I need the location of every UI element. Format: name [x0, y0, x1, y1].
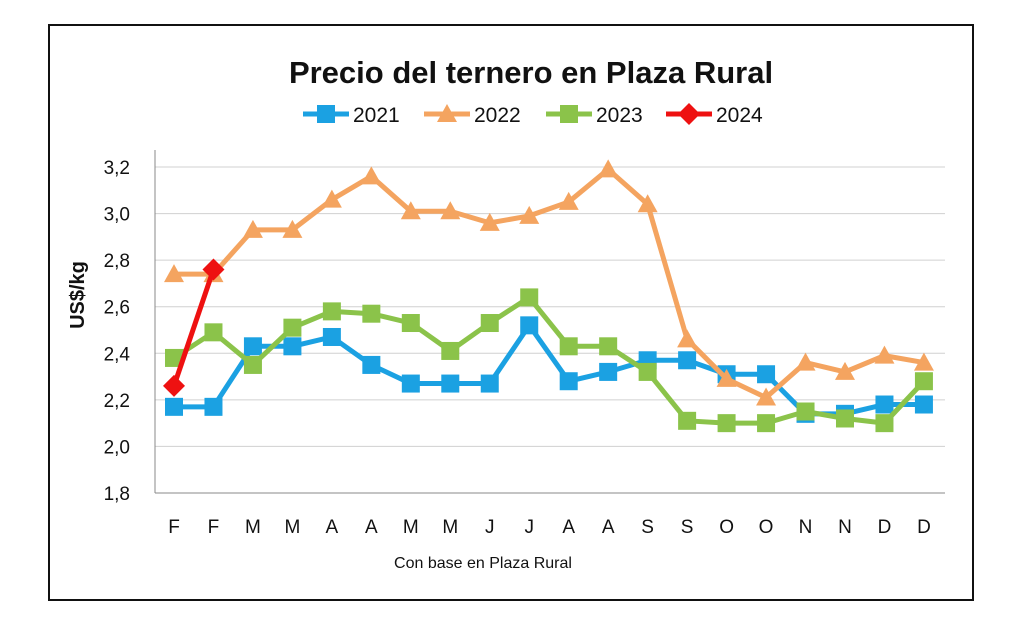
data-point-2023	[322, 302, 341, 321]
data-point-2023	[717, 414, 736, 433]
data-point-2021	[441, 374, 460, 393]
y-axis-label: US$/kg	[67, 261, 89, 329]
x-tick-label: M	[442, 517, 458, 538]
data-point-2023	[599, 337, 618, 356]
data-point-2023	[480, 314, 499, 333]
y-tick-label: 2,8	[104, 251, 130, 272]
x-tick-label: A	[326, 517, 339, 538]
data-point-2022	[558, 191, 579, 210]
data-point-2022	[282, 219, 303, 238]
x-tick-label: J	[524, 517, 534, 538]
x-tick-label: A	[602, 517, 615, 538]
x-tick-label: S	[681, 517, 694, 538]
data-point-2023	[678, 411, 697, 430]
data-point-2022	[874, 345, 895, 364]
data-point-2021	[243, 337, 262, 356]
x-tick-label: D	[917, 517, 931, 538]
y-tick-label: 2,4	[104, 344, 131, 365]
data-point-2021	[914, 395, 933, 414]
data-point-2021	[757, 365, 776, 384]
data-point-2021	[401, 374, 420, 393]
x-tick-label: D	[878, 517, 892, 538]
legend-label-2024: 2024	[716, 104, 763, 127]
data-point-2021	[678, 351, 697, 370]
data-point-2021	[480, 374, 499, 393]
data-point-2023	[638, 362, 657, 381]
legend-marker-2022	[437, 104, 457, 122]
data-point-2022	[321, 189, 342, 208]
data-point-2023	[204, 323, 223, 342]
data-point-2023	[757, 414, 776, 433]
y-tick-label: 1,8	[104, 484, 130, 505]
data-point-2024	[202, 258, 225, 281]
data-point-2023	[362, 304, 381, 323]
data-point-2022	[479, 212, 500, 231]
data-point-2023	[914, 372, 933, 391]
data-point-2023	[283, 318, 302, 337]
data-point-2023	[796, 402, 815, 421]
legend-label-2021: 2021	[353, 104, 400, 127]
data-point-2022	[598, 159, 619, 178]
x-tick-label: M	[245, 517, 261, 538]
y-tick-label: 2,0	[104, 437, 130, 458]
data-point-2022	[440, 201, 461, 220]
x-tick-label: N	[838, 517, 852, 538]
y-tick-label: 3,2	[104, 158, 130, 179]
legend-marker-2021	[317, 105, 335, 123]
x-tick-label: J	[485, 517, 495, 538]
data-point-2023	[875, 414, 894, 433]
chart-frame	[48, 24, 974, 601]
data-point-2022	[519, 205, 540, 224]
data-point-2022	[242, 219, 263, 238]
x-tick-label: M	[403, 517, 419, 538]
x-axis-label: Con base en Plaza Rural	[394, 555, 572, 572]
data-point-2024	[163, 374, 185, 397]
legend-label-2023: 2023	[596, 104, 643, 127]
data-point-2021	[165, 397, 183, 416]
data-point-2022	[164, 264, 184, 283]
x-tick-label: A	[365, 517, 378, 538]
x-tick-label: F	[168, 517, 180, 538]
data-point-2021	[362, 355, 381, 374]
x-tick-label: F	[208, 517, 220, 538]
data-point-2023	[441, 341, 460, 360]
x-tick-label: N	[799, 517, 813, 538]
data-point-2023	[165, 348, 183, 367]
legend-label-2022: 2022	[474, 104, 521, 127]
x-tick-label: A	[562, 517, 575, 538]
x-tick-label: O	[759, 517, 774, 538]
data-point-2023	[243, 355, 262, 374]
x-tick-label: S	[641, 517, 654, 538]
chart-title: Precio del ternero en Plaza Rural	[289, 55, 773, 90]
data-point-2021	[599, 362, 618, 381]
data-point-2022	[400, 201, 421, 220]
data-point-2023	[520, 288, 539, 307]
data-point-2021	[559, 372, 578, 391]
y-tick-label: 3,0	[104, 205, 130, 226]
data-point-2023	[835, 409, 854, 428]
legend-marker-2023	[560, 105, 578, 123]
data-point-2021	[283, 337, 302, 356]
legend-marker-2024	[678, 103, 700, 125]
data-point-2021	[875, 395, 894, 414]
data-point-2022	[361, 166, 382, 185]
y-tick-label: 2,6	[104, 298, 130, 319]
data-point-2021	[204, 397, 223, 416]
series-line-2024	[171, 268, 216, 387]
data-point-2022	[795, 352, 816, 371]
data-point-2022	[834, 361, 855, 380]
data-point-2022	[677, 329, 698, 348]
data-point-2022	[637, 194, 658, 213]
data-point-2022	[716, 368, 737, 387]
x-tick-label: M	[284, 517, 300, 538]
data-point-2022	[913, 352, 934, 371]
data-point-2021	[520, 316, 539, 335]
x-tick-label: O	[719, 517, 734, 538]
data-point-2021	[322, 327, 341, 346]
data-point-2023	[559, 337, 578, 356]
data-point-2022	[756, 387, 777, 406]
data-point-2023	[401, 314, 420, 333]
y-tick-label: 2,2	[104, 391, 130, 412]
